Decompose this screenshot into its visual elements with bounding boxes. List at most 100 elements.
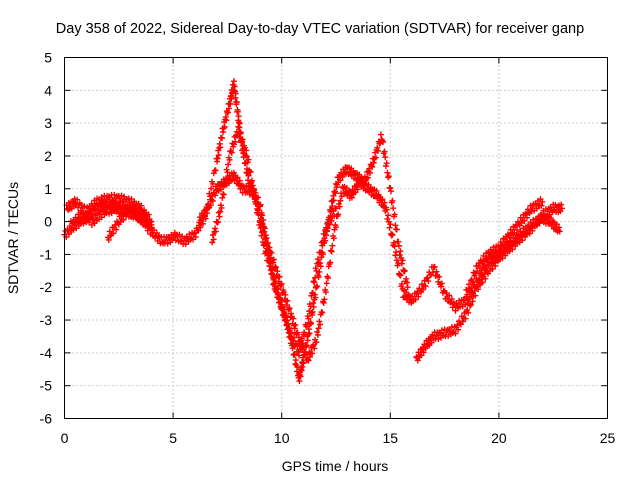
data-point [243, 147, 250, 154]
data-point [260, 242, 267, 249]
data-point [278, 301, 285, 308]
data-point [370, 159, 377, 166]
data-point [543, 212, 550, 219]
data-point [230, 78, 237, 85]
data-point [502, 252, 509, 259]
data-point [308, 320, 315, 327]
data-point [359, 177, 366, 184]
data-point [217, 208, 224, 215]
data-point [556, 228, 563, 235]
data-point [382, 162, 389, 169]
data-point [296, 378, 303, 385]
data-point [204, 210, 211, 217]
data-point [425, 278, 432, 285]
data-point [232, 138, 239, 145]
data-point [558, 205, 565, 212]
data-point [553, 221, 560, 228]
data-point [438, 280, 445, 287]
y-tick-label: -3 [40, 312, 53, 328]
data-point [497, 239, 504, 246]
data-point [314, 331, 321, 338]
data-point [336, 203, 343, 210]
data-point [433, 268, 440, 275]
data-point [243, 153, 250, 160]
data-point [276, 273, 283, 280]
data-point [228, 95, 235, 102]
data-point [417, 287, 424, 294]
data-point [305, 315, 312, 322]
data-point [78, 202, 85, 209]
data-point [548, 215, 555, 222]
data-point [381, 148, 388, 155]
data-point [249, 182, 256, 189]
data-point [251, 187, 258, 194]
data-point [466, 285, 473, 292]
data-point [196, 222, 203, 229]
data-point [395, 238, 402, 245]
data-point [207, 202, 214, 209]
data-point [298, 367, 305, 374]
data-point [369, 163, 376, 170]
data-point [272, 264, 279, 271]
data-point [99, 198, 106, 205]
plot-frame [64, 57, 608, 419]
data-point [274, 289, 281, 296]
data-point [522, 211, 529, 218]
data-point [558, 201, 565, 208]
data-point [499, 255, 506, 262]
x-tick-label: 5 [169, 430, 177, 446]
data-point [111, 191, 118, 198]
data-point [217, 144, 224, 151]
data-point [262, 248, 269, 255]
data-point [431, 263, 438, 270]
data-point [386, 224, 393, 231]
data-point [120, 216, 127, 223]
data-point [472, 292, 479, 299]
data-point [259, 229, 266, 236]
data-point [312, 274, 319, 281]
data-point [87, 208, 94, 215]
data-point [333, 224, 339, 231]
data-point [192, 233, 199, 240]
data-point [390, 205, 397, 212]
data-point [372, 154, 379, 161]
data-point [235, 123, 242, 130]
data-point [220, 191, 227, 198]
data-point [526, 230, 533, 237]
data-point [449, 304, 456, 311]
data-point [529, 227, 536, 234]
data-point [109, 202, 116, 209]
data-point [337, 197, 344, 204]
data-point [291, 325, 298, 332]
data-point [274, 268, 281, 275]
data-point [505, 232, 512, 239]
data-point [313, 283, 320, 290]
data-point [232, 90, 239, 97]
data-point [314, 328, 321, 335]
x-tick-label: 10 [274, 430, 290, 446]
data-point [396, 271, 403, 278]
data-point [121, 210, 128, 217]
data-point [283, 302, 290, 309]
data-point [305, 357, 312, 364]
data-point [243, 182, 250, 189]
data-point [319, 238, 326, 245]
data-point [391, 243, 398, 250]
data-point [452, 307, 459, 314]
data-point [257, 215, 264, 222]
data-point [382, 154, 389, 161]
data-point [512, 243, 519, 250]
data-point [504, 238, 511, 245]
data-point [401, 267, 408, 274]
data-point [136, 204, 143, 211]
data-point [272, 278, 279, 285]
data-point [455, 326, 462, 333]
data-point [435, 335, 442, 342]
data-point [377, 131, 384, 138]
data-point [448, 296, 455, 303]
data-point [311, 345, 318, 352]
data-point [456, 297, 463, 304]
data-point [309, 289, 316, 296]
data-point [223, 117, 230, 124]
data-point [280, 306, 287, 313]
